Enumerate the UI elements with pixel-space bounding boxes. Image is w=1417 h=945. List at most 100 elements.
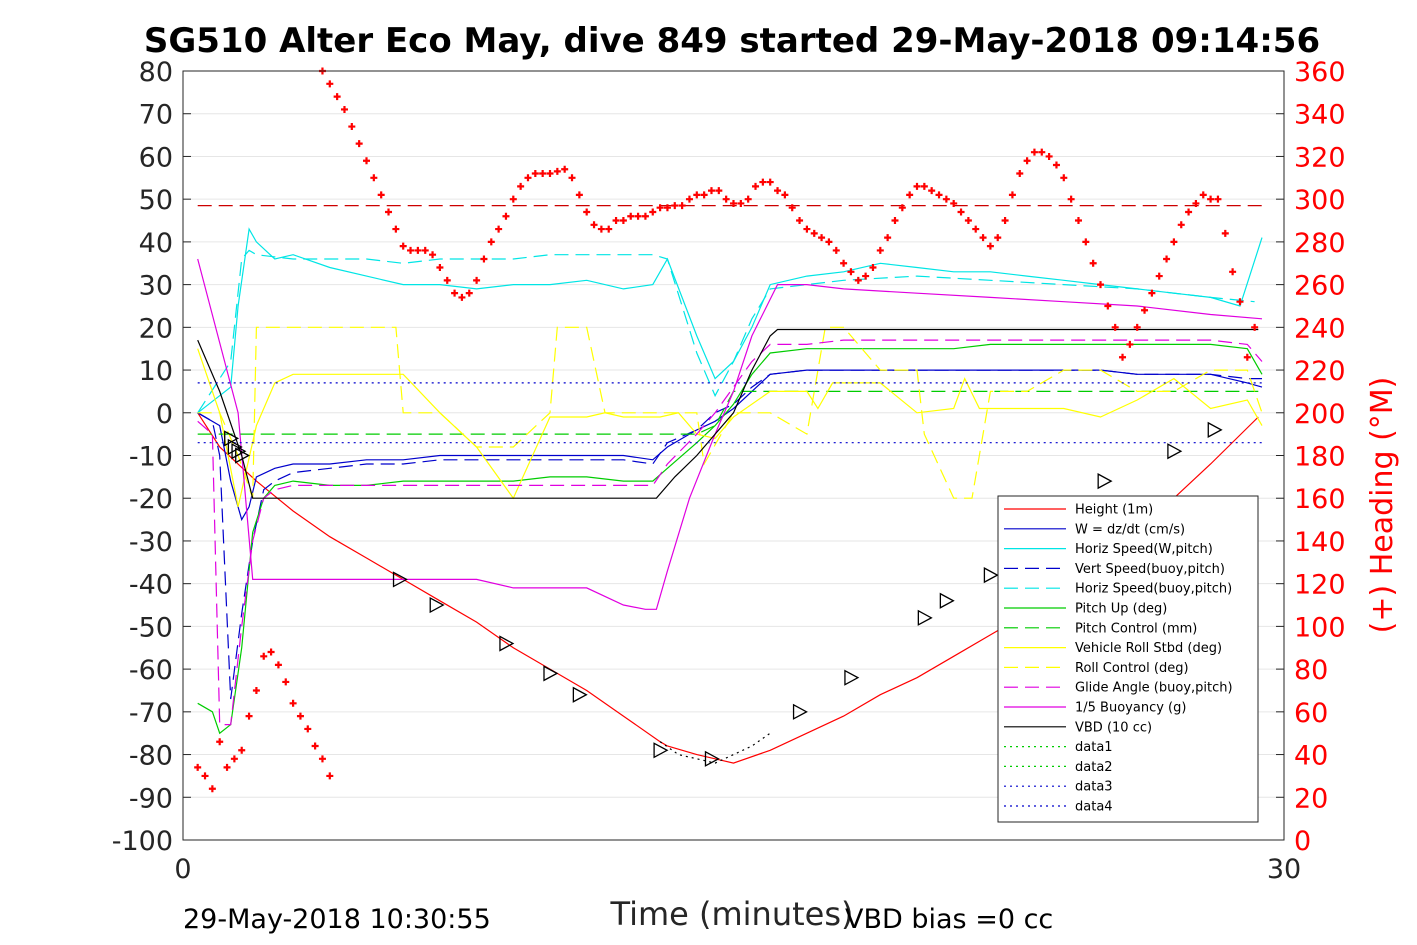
- depth-marker: [704, 750, 720, 767]
- heading-point: [627, 212, 635, 220]
- y-axis-right-label: (+) Heading (°M): [1365, 377, 1400, 634]
- heading-point: [311, 742, 319, 750]
- heading-point: [597, 225, 605, 233]
- heading-point: [737, 199, 745, 207]
- heading-point: [788, 204, 796, 212]
- depth-marker: [844, 669, 860, 686]
- y-tick-label-left: -20: [129, 484, 173, 515]
- x-tick-label: 30: [1267, 854, 1301, 885]
- heading-point: [531, 170, 539, 178]
- heading-point: [429, 251, 437, 259]
- heading-point: [671, 202, 679, 210]
- legend-entry: Vert Speed(buoy,pitch): [1075, 562, 1225, 577]
- heading-point: [326, 772, 334, 780]
- y-tick-label-right: 20: [1294, 783, 1328, 814]
- series-layer: [197, 205, 1263, 764]
- heading-point: [766, 178, 774, 186]
- heading-point: [832, 246, 840, 254]
- heading-point: [730, 199, 737, 207]
- heading-point: [568, 174, 576, 182]
- heading-point: [957, 208, 965, 216]
- heading-point: [752, 182, 760, 190]
- heading-point: [678, 202, 686, 210]
- heading-point: [950, 199, 958, 207]
- heading-point: [1221, 229, 1229, 237]
- heading-point: [267, 648, 275, 656]
- heading-point: [1089, 259, 1097, 267]
- heading-point: [810, 229, 818, 237]
- heading-point: [840, 259, 848, 267]
- heading-point: [216, 738, 224, 746]
- series-line-4: [197, 249, 1255, 414]
- y-tick-label-right: 120: [1294, 570, 1346, 601]
- heading-point: [774, 187, 782, 195]
- heading-point: [377, 191, 385, 199]
- series-line-11: [197, 328, 1259, 499]
- heading-point: [693, 191, 701, 199]
- heading-point: [1038, 148, 1046, 156]
- heading-point: [634, 212, 642, 220]
- heading-point: [722, 195, 730, 203]
- heading-point: [796, 217, 804, 225]
- heading-point: [326, 80, 334, 88]
- depth-marker: [792, 703, 808, 720]
- y-tick-label-left: 20: [139, 313, 173, 344]
- depth-marker: [653, 742, 669, 759]
- heading-point: [363, 157, 370, 165]
- heading-point: [920, 182, 928, 190]
- y-tick-label-left: -30: [129, 527, 173, 558]
- y-tick-label-right: 280: [1294, 228, 1346, 259]
- legend-entry: Height (1m): [1075, 503, 1153, 518]
- heading-point: [641, 212, 649, 220]
- legend-entry: Glide Angle (buoy,pitch): [1075, 681, 1233, 696]
- heading-point: [1192, 199, 1200, 207]
- y-tick-label-right: 300: [1294, 185, 1346, 216]
- series-line-9: [197, 339, 1263, 726]
- heading-point: [619, 217, 627, 225]
- y-tick-label-left: -10: [129, 442, 173, 473]
- heading-point: [1104, 302, 1112, 310]
- heading-point: [707, 187, 715, 195]
- legend: Height (1m) W = dz/dt (cm/s) Horiz Speed(W…: [997, 495, 1259, 823]
- y-tick-label-left: -70: [129, 698, 173, 729]
- heading-point: [238, 746, 246, 754]
- heading-point: [942, 195, 950, 203]
- x-axis: 0 30: [174, 854, 1301, 885]
- y-tick-label-left: 70: [139, 100, 173, 131]
- heading-point: [436, 264, 444, 272]
- heading-point: [333, 93, 341, 101]
- heading-point: [1185, 208, 1193, 216]
- depth-marker: [983, 567, 999, 584]
- chart-title: SG510 Alter Eco May, dive 849 started 29…: [144, 21, 1320, 61]
- heading-point: [1074, 217, 1082, 225]
- heading-point: [1243, 353, 1251, 361]
- heading-point: [1163, 255, 1171, 263]
- y-tick-label-right: 360: [1294, 57, 1346, 88]
- y-tick-label-left: 50: [139, 185, 173, 216]
- heading-point: [1082, 238, 1090, 246]
- heading-point: [935, 191, 943, 199]
- heading-point: [1214, 195, 1222, 203]
- heading-point: [274, 661, 282, 669]
- y-tick-label-left: -90: [129, 783, 173, 814]
- heading-point: [1148, 289, 1156, 297]
- heading-point: [451, 289, 459, 297]
- y-tick-label-right: 240: [1294, 313, 1346, 344]
- heading-point: [649, 208, 657, 216]
- heading-point: [1251, 323, 1259, 331]
- y-tick-label-right: 220: [1294, 356, 1346, 387]
- heading-point: [465, 289, 473, 297]
- legend-entry: VBD (10 cc): [1075, 720, 1152, 735]
- heading-point: [583, 208, 591, 216]
- x-tick-label: 0: [174, 854, 191, 885]
- heading-point: [928, 187, 936, 195]
- legend-entry: Horiz Speed(buoy,pitch): [1075, 582, 1232, 597]
- heading-point: [546, 170, 554, 178]
- heading-point: [421, 246, 429, 254]
- series-line-10: [197, 258, 1263, 610]
- legend-entry: Pitch Control (mm): [1075, 621, 1197, 636]
- heading-point: [906, 191, 914, 199]
- y-tick-label-right: 140: [1294, 527, 1346, 558]
- heading-point: [495, 225, 503, 233]
- heading-point: [318, 755, 326, 763]
